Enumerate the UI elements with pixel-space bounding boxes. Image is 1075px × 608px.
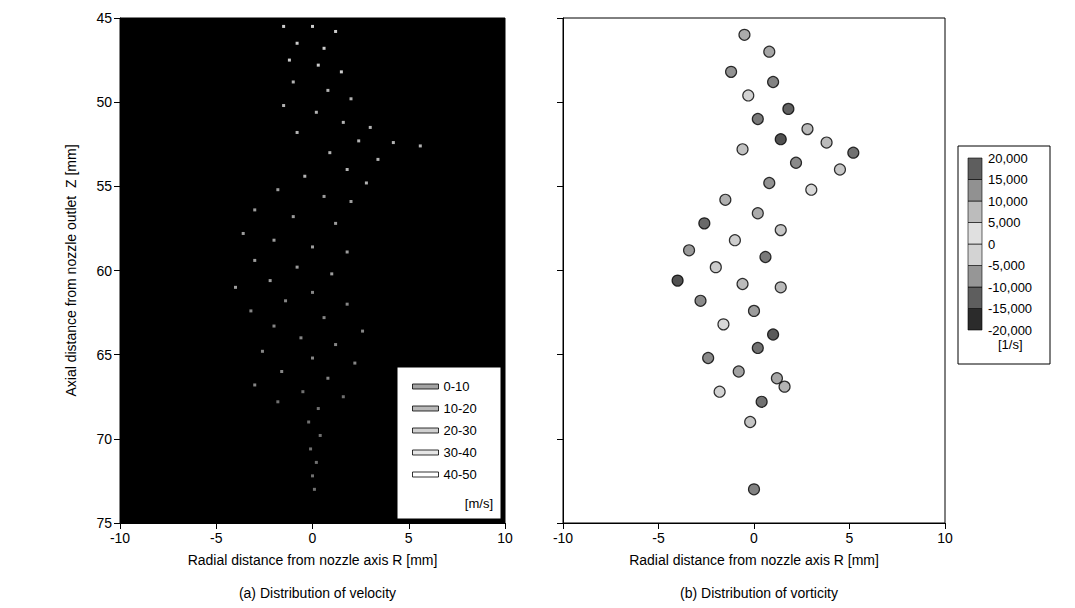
svg-text:15,000: 15,000 [988,172,1028,187]
svg-text:10: 10 [937,530,953,546]
svg-text:-20,000: -20,000 [988,323,1032,338]
svg-text:45: 45 [96,10,112,26]
svg-text:10: 10 [497,530,513,546]
svg-text:10-20: 10-20 [444,401,477,416]
svg-text:0: 0 [750,530,758,546]
svg-text:-5: -5 [210,530,223,546]
svg-text:20-30: 20-30 [444,423,477,438]
svg-text:(b) Distribution of vorticity: (b) Distribution of vorticity [680,585,838,601]
svg-text:Axial distance from nozzle out: Axial distance from nozzle outlet Z [mm] [63,144,79,396]
svg-text:0: 0 [988,237,995,252]
svg-text:0-10: 0-10 [444,379,470,394]
svg-text:10,000: 10,000 [988,194,1028,209]
svg-text:50: 50 [96,94,112,110]
svg-text:30-40: 30-40 [444,445,477,460]
svg-text:Radial distance from nozzle ax: Radial distance from nozzle axis R [mm] [188,552,438,568]
svg-text:20,000: 20,000 [988,151,1028,166]
svg-text:5: 5 [405,530,413,546]
svg-text:[1/s]: [1/s] [998,337,1023,352]
svg-text:-5: -5 [652,530,665,546]
svg-text:[m/s]: [m/s] [465,496,493,511]
svg-text:-10: -10 [110,530,130,546]
svg-text:(a) Distribution of velocity: (a) Distribution of velocity [239,585,396,601]
svg-text:-10,000: -10,000 [988,280,1032,295]
svg-text:40-50: 40-50 [444,467,477,482]
svg-text:5,000: 5,000 [988,215,1021,230]
svg-text:70: 70 [96,431,112,447]
svg-text:-10: -10 [553,530,573,546]
svg-text:0: 0 [309,530,317,546]
svg-text:75: 75 [96,515,112,531]
svg-text:60: 60 [96,263,112,279]
svg-text:65: 65 [96,347,112,363]
svg-text:Radial distance from nozzle ax: Radial distance from nozzle axis R [mm] [629,552,879,568]
svg-text:-5,000: -5,000 [988,258,1025,273]
svg-text:55: 55 [96,178,112,194]
svg-text:-15,000: -15,000 [988,301,1032,316]
svg-text:5: 5 [846,530,854,546]
